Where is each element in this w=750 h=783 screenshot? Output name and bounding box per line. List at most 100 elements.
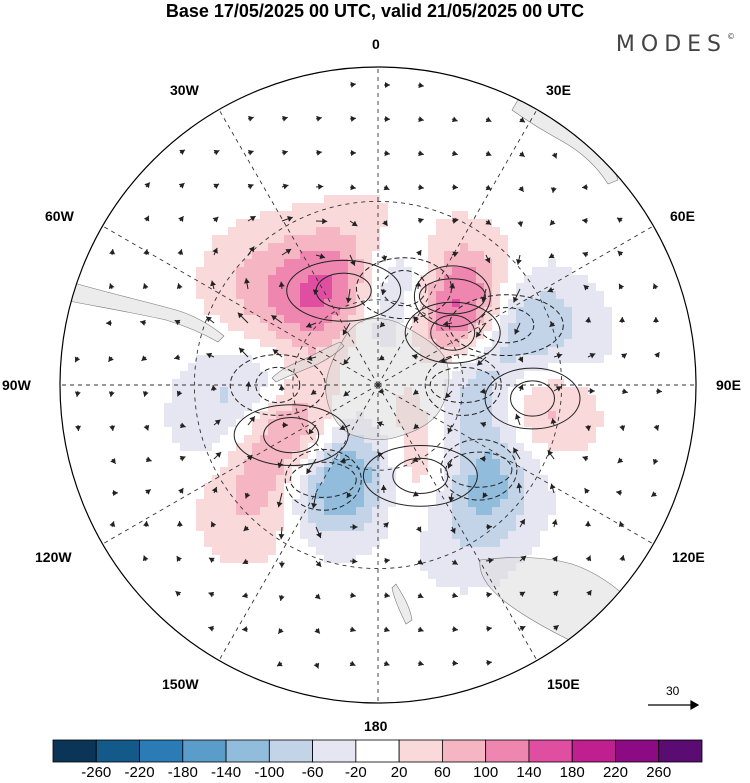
arrow-icon [242,626,248,633]
contour-ring [289,461,357,498]
arrow-icon [208,591,215,598]
arrow-icon [319,253,326,260]
arrow-icon [514,413,521,420]
arrow-icon [589,352,596,359]
arrow-icon [547,450,554,457]
arrow-icon [551,152,558,159]
arrow-icon [517,356,524,363]
meridian-line [377,109,538,386]
arrow-icon [417,559,423,565]
arrow-icon [488,557,494,564]
arrow-icon [174,319,181,326]
arrow-icon [451,116,458,123]
arrow-icon [282,115,288,122]
arrow-icon [617,457,624,464]
colorbar-tick-label: 140 [516,764,542,781]
arrow-icon [175,591,182,597]
arrow-icon [380,289,387,295]
arrow-icon [415,526,422,533]
arrow-icon [108,356,114,362]
latitude-circle [292,299,464,471]
arrow-icon [210,385,217,391]
lon-label-60w: 60W [45,208,74,224]
arrow-icon [278,627,284,634]
colorbar-swatch [528,739,573,763]
colorbar-tick-label: 60 [434,764,451,781]
arrow-icon [513,447,519,454]
arrow-icon [518,151,525,157]
colorbar-tick-label: -20 [345,764,367,781]
arrow-icon [247,149,254,156]
arrow-icon [480,421,487,428]
arrow-icon [210,280,216,287]
arrow-icon [239,347,245,354]
arrow-icon [208,557,215,563]
arrow-icon [384,557,390,564]
arrow-icon [583,284,590,291]
arrow-icon [278,562,285,568]
arrow-icon [350,149,356,156]
arrow-icon [518,384,524,391]
arrow-icon [440,357,447,363]
lon-label-30w: 30W [170,82,199,98]
arrow-icon [108,391,115,397]
arrow-icon [308,428,315,435]
contour-ring [284,448,362,511]
arrow-icon [514,328,520,335]
arrow-icon [547,286,554,293]
arrow-icon [143,424,150,431]
arrow-icon [413,423,420,430]
arrow-icon [450,527,456,534]
arrow-icon [452,217,458,224]
arrow-icon [452,592,458,599]
arrow-icon [378,354,385,361]
contour-ring [233,404,349,467]
map-boundary [59,66,697,704]
antarctica-landmass [325,318,450,440]
meridian-line [102,384,379,545]
arrow-icon [349,660,356,667]
arrow-icon [447,462,453,469]
arrow-icon [248,246,255,253]
arrow-icon [206,316,212,323]
meridian-line [377,384,538,661]
anomaly-field [60,67,696,703]
arrow-icon [384,116,390,123]
arrow-icon [486,523,492,530]
arrow-icon [480,455,486,462]
arrow-icon [451,559,458,565]
colorbar-swatch [95,739,140,763]
arrow-icon [552,590,559,597]
arrow-icon [212,247,218,254]
arrow-icon [282,149,288,156]
contour-ring [355,257,452,320]
arrow-icon [384,592,390,599]
arrow-icon [143,249,150,255]
arrow-icon [452,660,458,667]
contour-ring [263,417,320,454]
arrow-icon [110,457,116,464]
arrow-icon [176,283,183,289]
meridian-line [102,225,379,386]
arrow-icon [452,626,458,633]
arrow-icon [210,521,217,528]
lon-label-120e: 120E [672,549,705,565]
arrow-icon [585,521,592,527]
colorbar-swatch [139,739,184,763]
arrow-icon [516,482,523,489]
contour-ring [418,278,486,315]
arrow-icon [621,353,627,359]
arrow-icon [109,425,116,431]
arrow-icon [340,457,346,464]
arrow-icon [350,259,356,266]
arrow-icon [178,488,184,494]
arrow-icon [378,388,384,395]
arrow-icon [246,454,253,461]
contour-ring [286,259,402,322]
colorbar-swatch [485,739,530,763]
arrow-icon [278,533,285,540]
arrow-icon [278,595,285,601]
meridian-line [377,384,654,545]
lon-label-150e: 150E [547,676,580,692]
arrow-icon [582,251,589,258]
